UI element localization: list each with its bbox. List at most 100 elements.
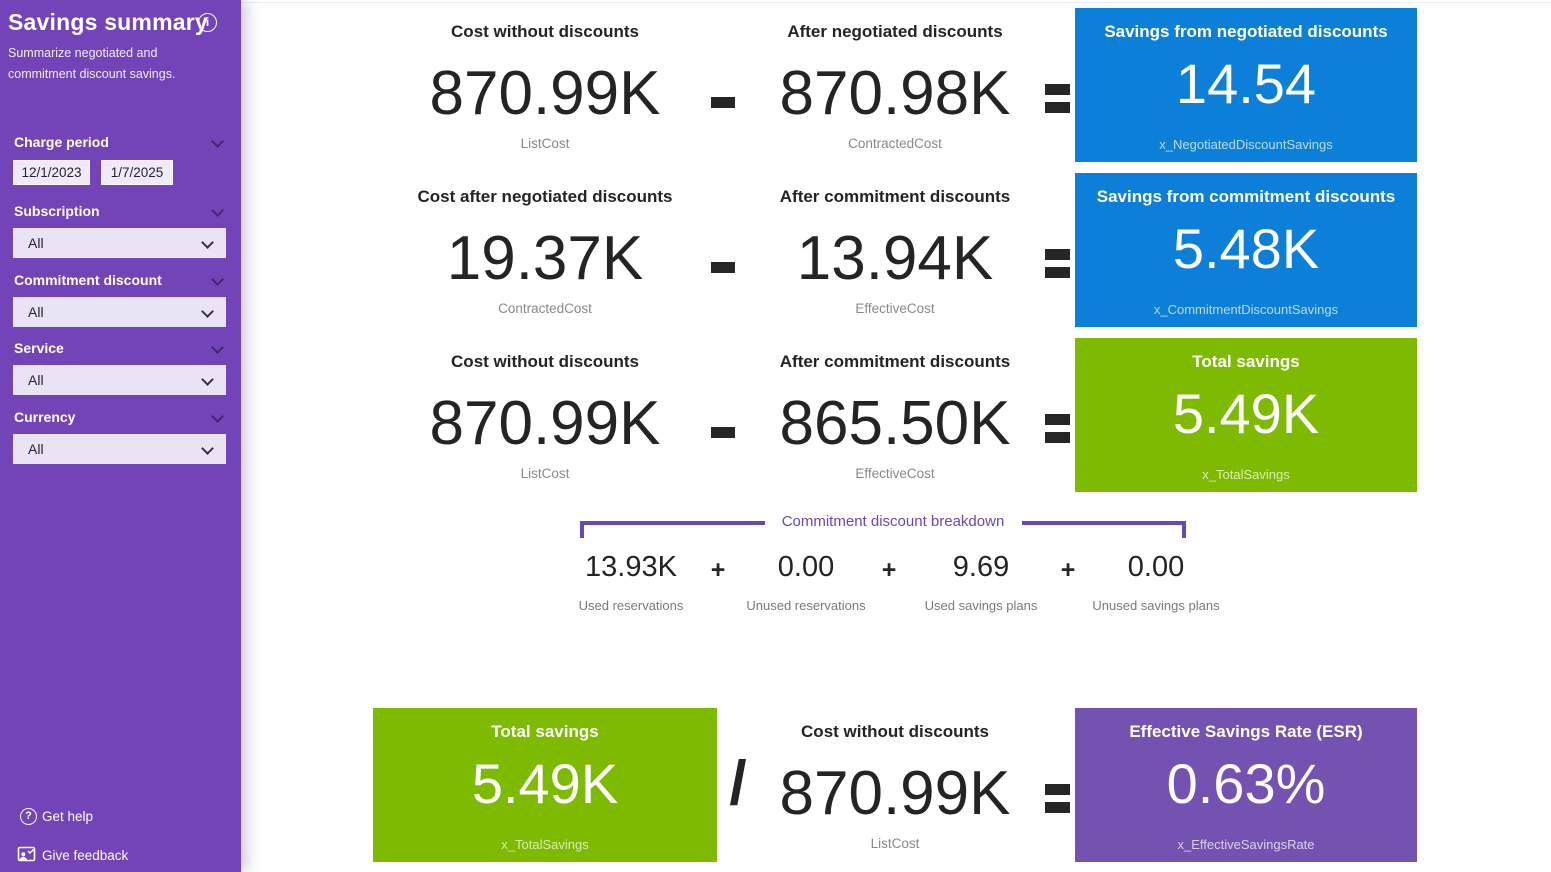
commitment-discount-dropdown[interactable]: All [13, 297, 226, 327]
card-title: Total savings [491, 722, 599, 741]
kpi-title: Cost without discounts [451, 22, 639, 41]
equals-operator [1045, 249, 1070, 260]
equals-operator [1045, 784, 1070, 795]
card-measure: x_CommitmentDiscountSavings [1153, 302, 1339, 317]
get-help-link[interactable]: ? Get help [0, 808, 241, 832]
plus-operator: + [881, 556, 897, 584]
total-savings-card: Total savings 5.49K x_TotalSavings [1075, 338, 1417, 492]
bracket-left-corner [580, 521, 584, 538]
breakdown-label: Unused reservations [746, 598, 866, 613]
kpi-measure: EffectiveCost [855, 466, 935, 481]
page-subtitle: Summarize negotiated and commitment disc… [8, 46, 176, 81]
kpi-measure: ListCost [520, 466, 570, 481]
card-value: 5.49K [1172, 382, 1320, 445]
breakdown-label: Used reservations [578, 598, 684, 613]
card-measure: x_TotalSavings [1202, 467, 1290, 482]
kpi-value: 870.99K [779, 759, 1011, 828]
service-dropdown[interactable]: All [13, 365, 226, 395]
subscription-dropdown[interactable]: All [13, 228, 226, 258]
equals-operator [1045, 432, 1070, 443]
card-measure: x_TotalSavings [501, 837, 589, 852]
chevron-down-icon[interactable] [211, 135, 224, 148]
kpi-title: Cost without discounts [801, 722, 989, 741]
equals-operator [1045, 267, 1070, 278]
kpi-title: Cost after negotiated discounts [417, 187, 673, 206]
plus-operator: + [710, 556, 726, 584]
card-title: Total savings [1192, 352, 1300, 371]
card-title: Effective Savings Rate (ESR) [1129, 722, 1363, 741]
chevron-down-icon[interactable] [211, 410, 224, 423]
currency-label: Currency [14, 409, 76, 425]
currency-value: All [28, 441, 44, 457]
effective-savings-rate-card: Effective Savings Rate (ESR) 0.63% x_Eff… [1075, 708, 1417, 862]
bracket-right-corner [1182, 521, 1186, 538]
plus-operator: + [1060, 556, 1076, 584]
chevron-down-icon[interactable] [211, 204, 224, 217]
chevron-down-icon [201, 442, 214, 455]
kpi-measure: ContractedCost [848, 136, 942, 151]
end-date-input[interactable]: 1/7/2025 [101, 160, 173, 185]
equals-operator [1045, 802, 1070, 813]
kpi-value: 870.98K [779, 59, 1011, 128]
card-title: Savings from commitment discounts [1096, 187, 1396, 206]
kpi-value: 13.94K [796, 224, 994, 293]
kpi-value: 865.50K [779, 389, 1011, 458]
divide-operator: / [729, 749, 747, 818]
service-label: Service [14, 340, 64, 356]
feedback-icon [17, 846, 37, 870]
kpi-title: After negotiated discounts [787, 22, 1003, 41]
kpi-title: After commitment discounts [779, 187, 1011, 206]
breakdown-value: 0.00 [1127, 551, 1185, 583]
savings-commitment-card: Savings from commitment discounts 5.48K … [1075, 173, 1417, 327]
commitment-discount-label: Commitment discount [14, 272, 162, 288]
card-measure: x_NegotiatedDiscountSavings [1159, 137, 1333, 152]
kpi-measure: ListCost [870, 836, 920, 851]
subscription-value: All [28, 235, 44, 251]
minus-operator [711, 427, 735, 438]
start-date-input[interactable]: 12/1/2023 [13, 160, 90, 185]
breakdown-value: 9.69 [952, 551, 1010, 583]
kpi-measure: ListCost [520, 136, 570, 151]
chevron-down-icon[interactable] [211, 273, 224, 286]
kpi-value: 870.99K [429, 59, 661, 128]
chevron-down-icon[interactable] [211, 341, 224, 354]
bracket-right-line [1022, 521, 1182, 525]
kpi-value: 870.99K [429, 389, 661, 458]
kpi-value: 19.37K [446, 224, 644, 293]
kpi-title: Cost without discounts [451, 352, 639, 371]
chevron-down-icon [201, 236, 214, 249]
minus-operator [711, 262, 735, 273]
chevron-down-icon [201, 305, 214, 318]
charge-period-label: Charge period [14, 134, 109, 150]
kpi-title: After commitment discounts [779, 352, 1011, 371]
equals-operator [1045, 414, 1070, 425]
bracket-left-line [584, 521, 765, 525]
info-icon[interactable]: i [198, 13, 217, 32]
commitment-discount-value: All [28, 304, 44, 320]
top-divider [241, 2, 1551, 3]
kpi-measure: EffectiveCost [855, 301, 935, 316]
service-value: All [28, 372, 44, 388]
breakdown-label: Used savings plans [924, 598, 1038, 613]
breakdown-label: Unused savings plans [1092, 598, 1220, 613]
card-value: 5.49K [471, 752, 619, 815]
card-value: 5.48K [1172, 217, 1320, 280]
equals-operator [1045, 102, 1070, 113]
breakdown-value: 0.00 [777, 551, 835, 583]
breakdown-title: Commitment discount breakdown [781, 513, 1005, 530]
page-title: Savings summary [8, 9, 208, 35]
minus-operator [711, 97, 735, 108]
currency-dropdown[interactable]: All [13, 434, 226, 464]
card-title: Savings from negotiated discounts [1104, 22, 1388, 41]
kpi-measure: ContractedCost [498, 301, 592, 316]
help-icon: ? [20, 808, 37, 825]
subscription-label: Subscription [14, 203, 100, 219]
card-value: 14.54 [1175, 52, 1317, 115]
give-feedback-link[interactable]: Give feedback [0, 846, 241, 871]
breakdown-value: 13.93K [585, 551, 677, 583]
sidebar: Savings summary i Summarize negotiated a… [0, 0, 241, 872]
card-measure: x_EffectiveSavingsRate [1177, 837, 1315, 852]
get-help-label: Get help [42, 809, 94, 824]
savings-negotiated-card: Savings from negotiated discounts 14.54 … [1075, 8, 1417, 162]
chevron-down-icon [201, 373, 214, 386]
